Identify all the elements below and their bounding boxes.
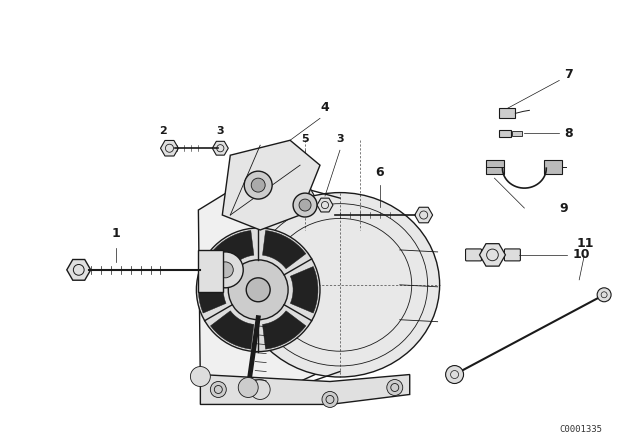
Circle shape [228,260,288,320]
FancyBboxPatch shape [486,160,504,174]
Text: 10: 10 [572,248,589,261]
FancyBboxPatch shape [544,160,563,174]
Polygon shape [161,141,179,156]
Polygon shape [67,259,91,280]
Circle shape [322,392,338,407]
Text: 6: 6 [376,166,384,179]
Text: 1: 1 [111,227,120,240]
Polygon shape [222,140,320,230]
Polygon shape [262,230,306,269]
Circle shape [252,178,265,192]
Circle shape [299,199,311,211]
Ellipse shape [240,193,440,377]
Circle shape [211,382,227,397]
Circle shape [293,193,317,217]
Text: 3: 3 [216,126,224,136]
FancyBboxPatch shape [513,131,522,136]
Circle shape [196,228,320,352]
Polygon shape [198,175,315,400]
Polygon shape [211,230,254,269]
Text: 7: 7 [564,68,573,81]
Circle shape [445,366,463,383]
Text: 8: 8 [564,127,573,140]
Text: 5: 5 [301,134,309,144]
Polygon shape [479,244,506,266]
Circle shape [244,171,272,199]
FancyBboxPatch shape [499,108,515,118]
FancyBboxPatch shape [198,250,223,292]
Polygon shape [200,375,410,405]
Text: C0001335: C0001335 [560,425,603,434]
Polygon shape [198,267,226,313]
Circle shape [191,366,211,387]
Text: 3: 3 [336,134,344,144]
Polygon shape [415,207,433,223]
Circle shape [238,378,258,397]
Polygon shape [317,198,333,212]
Polygon shape [291,267,318,313]
Circle shape [597,288,611,302]
Circle shape [387,379,403,396]
Circle shape [207,252,243,288]
Circle shape [250,379,270,400]
FancyBboxPatch shape [504,249,520,261]
Polygon shape [212,141,228,155]
Circle shape [218,262,233,278]
Text: 4: 4 [321,101,330,114]
Text: 11: 11 [577,237,594,250]
Polygon shape [211,311,254,349]
Text: 9: 9 [559,202,568,215]
Polygon shape [262,311,306,349]
Polygon shape [296,187,314,203]
Text: 2: 2 [159,126,168,136]
FancyBboxPatch shape [499,130,511,137]
FancyBboxPatch shape [465,249,481,261]
Circle shape [246,278,270,302]
